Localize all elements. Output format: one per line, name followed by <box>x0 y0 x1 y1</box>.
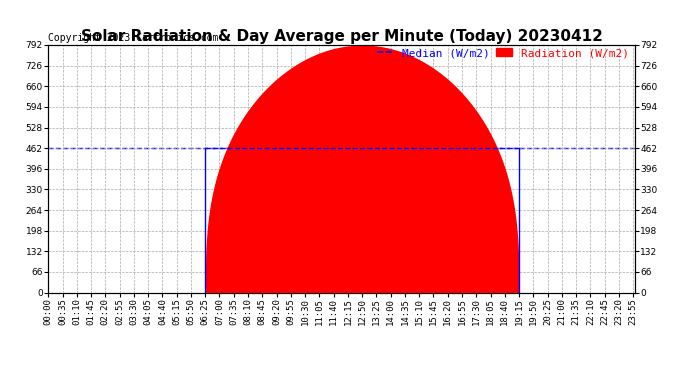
Title: Solar Radiation & Day Average per Minute (Today) 20230412: Solar Radiation & Day Average per Minute… <box>81 29 602 44</box>
Text: Copyright 2023 Cartronics.com: Copyright 2023 Cartronics.com <box>48 33 219 42</box>
Legend: Median (W/m2), Radiation (W/m2): Median (W/m2), Radiation (W/m2) <box>377 48 629 58</box>
